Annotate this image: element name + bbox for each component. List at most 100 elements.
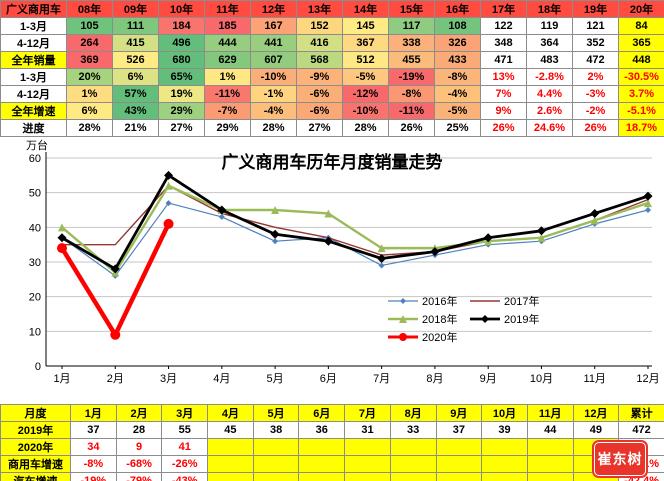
data-cell: -12% [342,85,389,103]
monthly-table: 月度 1月 2月 3月 4月 5月 6月 7月 8月 9月 10月 11月 12月 累计 2019年 37 28… [0,404,664,481]
row-label: 汽车增速 [0,472,71,481]
row-label: 4-12月 [0,34,67,52]
data-cell: 152 [296,17,343,35]
data-cell: 57% [112,85,159,103]
month-header-cell: 3月 [161,404,209,422]
data-cell: 26% [480,119,527,137]
header-row: 月度 1月 2月 3月 4月 5月 6月 7月 8月 9月 10月 11月 12月 累计 [0,404,664,422]
month-header-cell: 11月 [526,404,574,422]
row-label: 2020年 [0,438,71,456]
year-header-cell: 10年 [158,0,205,18]
corner-header-cell: 广义商用车 [0,0,67,18]
summary-row: 4-12月 1% 57% 19% -11% -1% -6% -12% -8% -4% 7% 4.4% -… [0,85,664,103]
svg-text:5月: 5月 [267,373,284,385]
blank-cell [344,438,391,456]
header-row: 广义商用车 08年 09年 10年 11年 12年 13年 14年 15年 16年 17年 18年 19… [0,0,664,18]
data-cell: 31 [344,421,391,439]
data-cell: 415 [112,34,159,52]
svg-text:7月: 7月 [373,373,390,385]
svg-text:2019年: 2019年 [504,312,539,326]
monthly-row: 2020年3494184 [0,438,664,456]
svg-text:11月: 11月 [584,373,606,385]
data-cell: 184 [158,17,205,35]
summary-row: 全年增速 6% 43% 29% -7% -4% -6% -10% -11% -5% 9% 2.6% -2… [0,102,664,120]
data-cell: 326 [434,34,481,52]
data-cell: -5.1% [618,102,664,120]
svg-text:2017年: 2017年 [504,294,539,308]
trend-chart: 0 10 20 30 40 50 60 万台 1月 2月 3月 4月 5月 6月 7月 8月 9月 10月 11月 1… [0,138,664,404]
month-header-cell: 9月 [435,404,483,422]
svg-text:2018年: 2018年 [422,312,457,326]
data-cell: 33 [389,421,437,439]
data-cell: 441 [250,34,297,52]
data-cell: -1% [250,85,297,103]
row-label: 2019年 [0,421,71,439]
svg-text:50: 50 [29,188,41,200]
data-cell: 9% [480,102,527,120]
data-cell: 455 [388,51,435,69]
row-label: 全年增速 [0,102,67,120]
data-cell: 28% [342,119,389,137]
data-cell: 19% [158,85,205,103]
data-cell: 9 [115,438,163,456]
data-cell: 37 [70,421,117,439]
data-cell: -7% [204,102,251,120]
corner-header-cell: 月度 [0,404,71,422]
data-cell: 145 [342,17,389,35]
data-cell: -2.8% [526,68,573,86]
month-header-cell: 6月 [298,404,346,422]
data-cell: 38 [252,421,300,439]
data-cell: -8% [70,455,117,473]
data-cell: 629 [204,51,251,69]
data-cell: 24.6% [526,119,573,137]
data-cell: 65% [158,68,205,86]
blank-cell [252,438,300,456]
data-cell: 43% [112,102,159,120]
month-header-cell: 1月 [70,404,117,422]
data-cell: 105 [66,17,113,35]
data-cell: -11% [204,85,251,103]
svg-text:60: 60 [29,153,41,165]
row-label: 全年销量 [0,51,67,69]
data-cell: -10% [342,102,389,120]
row-label: 1-3月 [0,17,67,35]
legend-item-2017年: 2017年 [470,294,539,308]
blank-cell [207,455,254,473]
legend-item-2016年: 2016年 [388,294,457,308]
row-label: 商用车增速 [0,455,71,473]
blank-cell [389,438,437,456]
data-cell: 367 [342,34,389,52]
legend: 2016年 2017年 2018年 2019年 2020年 [388,294,539,344]
row-label: 4-12月 [0,85,67,103]
data-cell: 680 [158,51,205,69]
row-label: 进度 [0,119,67,137]
series-2019年 [57,170,653,274]
data-cell: 1% [204,68,251,86]
legend-item-2019年: 2019年 [470,312,539,326]
data-cell: 119 [526,17,573,35]
legend-item-2020年: 2020年 [388,330,457,344]
blank-cell [389,455,437,473]
data-cell: 27% [158,119,205,137]
data-cell: 122 [480,17,527,35]
data-cell: 111 [112,17,159,35]
data-cell: 496 [158,34,205,52]
year-header-cell: 13年 [296,0,343,18]
data-cell: 18.7% [618,119,664,137]
monthly-row: 商用车增速-8%-68%-26%-30.1% [0,455,664,473]
year-header-cell: 17年 [480,0,527,18]
svg-text:2016年: 2016年 [422,294,457,308]
monthly-row: 汽车增速-19%-79%-43%-42.4% [0,472,664,481]
data-cell: 37 [435,421,483,439]
month-header-cell: 12月 [572,404,620,422]
data-cell: 2% [572,68,619,86]
data-cell: -4% [434,85,481,103]
data-cell: 352 [572,34,619,52]
data-cell: 26% [388,119,435,137]
data-cell: 512 [342,51,389,69]
blank-cell [526,438,574,456]
blank-cell [344,455,391,473]
data-cell: 444 [204,34,251,52]
data-cell: 26% [572,119,619,137]
